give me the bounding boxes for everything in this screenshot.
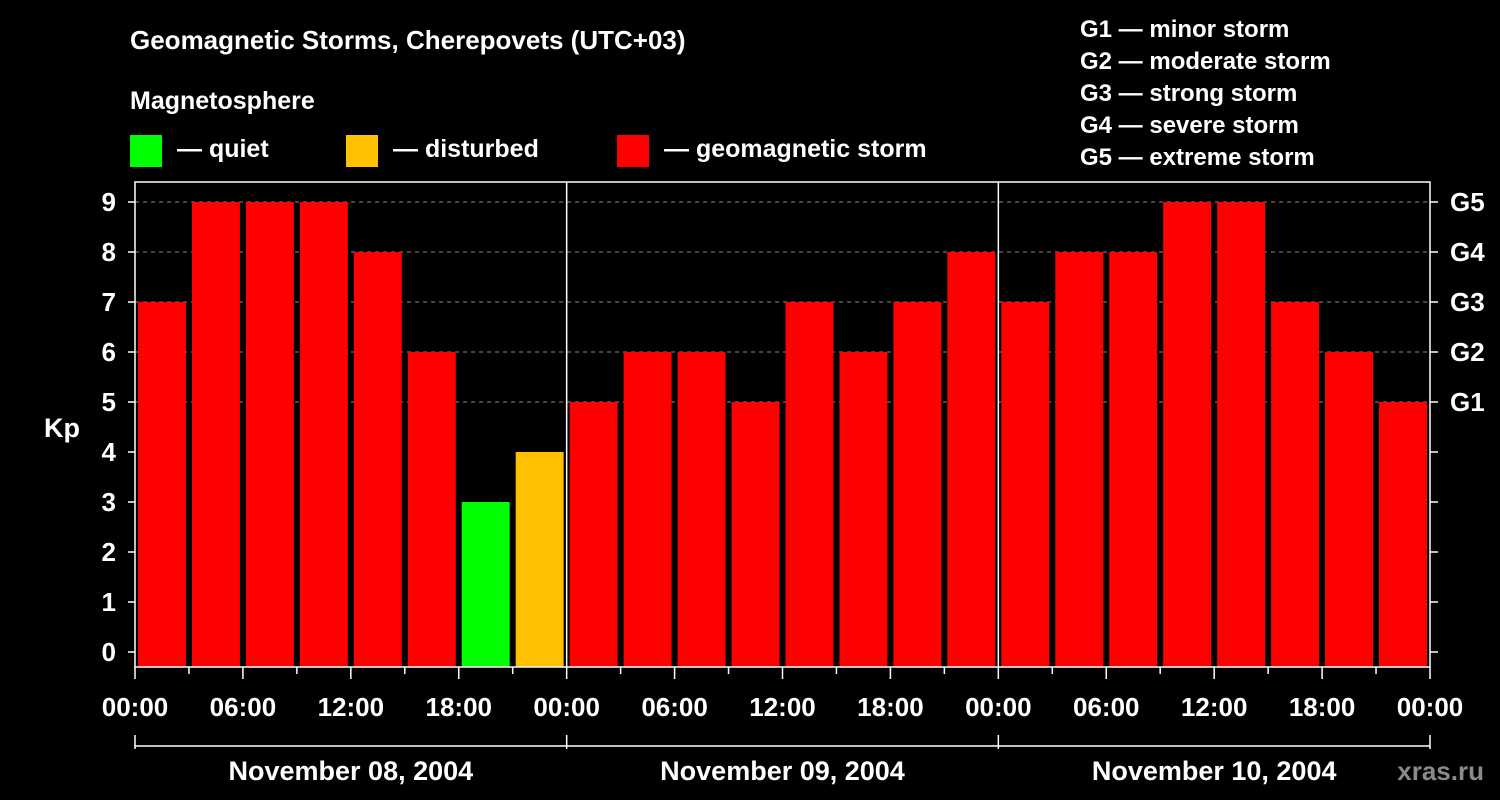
bar-0 <box>138 302 186 667</box>
right-tick-label-g4: G4 <box>1450 237 1485 267</box>
storm-scale-g1: G1 — minor storm <box>1080 16 1289 43</box>
right-tick-label-g1: G1 <box>1450 387 1485 417</box>
watermark: xras.ru <box>1397 756 1484 786</box>
legend-heading: Magnetosphere <box>130 87 315 115</box>
y-tick-label-0: 0 <box>102 637 116 667</box>
bar-13 <box>839 352 888 667</box>
x-tick-label-4: 00:00 <box>533 692 600 722</box>
bar-9 <box>623 352 672 667</box>
bar-5 <box>407 352 456 667</box>
bar-23 <box>1379 402 1427 667</box>
bar-16 <box>1001 302 1050 667</box>
x-tick-label-1: 06:00 <box>210 692 277 722</box>
x-tick-label-8: 00:00 <box>965 692 1032 722</box>
bar-3 <box>299 202 348 667</box>
bar-14 <box>893 302 942 667</box>
right-tick-label-g5: G5 <box>1450 187 1485 217</box>
legend-swatch-quiet <box>130 135 162 167</box>
storm-scale-g5: G5 — extreme storm <box>1080 144 1315 171</box>
bar-6 <box>461 502 510 667</box>
y-tick-label-7: 7 <box>102 287 116 317</box>
bar-18 <box>1109 252 1158 667</box>
y-tick-label-8: 8 <box>102 237 116 267</box>
bar-19 <box>1163 202 1212 667</box>
bar-10 <box>677 352 726 667</box>
bar-12 <box>785 302 834 667</box>
bar-20 <box>1217 202 1266 667</box>
y-tick-label-6: 6 <box>102 337 116 367</box>
y-axis-label: Kp <box>44 413 80 443</box>
legend-swatch-storm <box>617 135 649 167</box>
y-tick-label-2: 2 <box>102 537 116 567</box>
legend-label-quiet: — quiet <box>177 135 269 163</box>
x-tick-label-0: 00:00 <box>102 692 169 722</box>
y-tick-label-4: 4 <box>102 437 117 467</box>
bar-17 <box>1055 252 1104 667</box>
right-tick-label-g3: G3 <box>1450 287 1485 317</box>
bar-7 <box>515 452 564 667</box>
bar-4 <box>353 252 402 667</box>
bar-8 <box>569 402 618 667</box>
bar-1 <box>191 202 240 667</box>
x-tick-label-5: 06:00 <box>641 692 708 722</box>
right-tick-label-g2: G2 <box>1450 337 1485 367</box>
legend-swatch-disturbed <box>346 135 378 167</box>
bar-2 <box>245 202 294 667</box>
x-tick-label-6: 12:00 <box>749 692 816 722</box>
bar-22 <box>1325 352 1374 667</box>
bar-21 <box>1271 302 1320 667</box>
chart-title: Geomagnetic Storms, Cherepovets (UTC+03) <box>130 25 686 55</box>
x-tick-label-10: 12:00 <box>1181 692 1248 722</box>
x-tick-label-3: 18:00 <box>426 692 493 722</box>
plot-area: 0 1 2 3 4 5 6 7 8 9 G1 G2 G3 G4 G5 00:00 06:00 12:00 18:00… <box>102 181 1485 786</box>
date-label-2: November 10, 2004 <box>1092 756 1337 786</box>
x-tick-label-2: 12:00 <box>318 692 385 722</box>
legend-label-disturbed: — disturbed <box>393 135 539 163</box>
y-tick-label-1: 1 <box>102 587 116 617</box>
x-tick-label-9: 06:00 <box>1073 692 1140 722</box>
y-tick-label-3: 3 <box>102 487 116 517</box>
storm-scale-g2: G2 — moderate storm <box>1080 48 1331 75</box>
date-label-1: November 09, 2004 <box>660 756 905 786</box>
bar-15 <box>947 252 996 667</box>
legend-label-storm: — geomagnetic storm <box>664 135 927 163</box>
date-label-0: November 08, 2004 <box>229 756 474 786</box>
y-tick-label-9: 9 <box>102 187 116 217</box>
bar-11 <box>731 402 780 667</box>
y-tick-label-5: 5 <box>102 387 116 417</box>
x-tick-label-7: 18:00 <box>857 692 924 722</box>
storm-scale-g3: G3 — strong storm <box>1080 80 1297 107</box>
storm-scale-g4: G4 — severe storm <box>1080 112 1299 139</box>
x-tick-label-11: 18:00 <box>1289 692 1356 722</box>
x-tick-label-12: 00:00 <box>1397 692 1464 722</box>
